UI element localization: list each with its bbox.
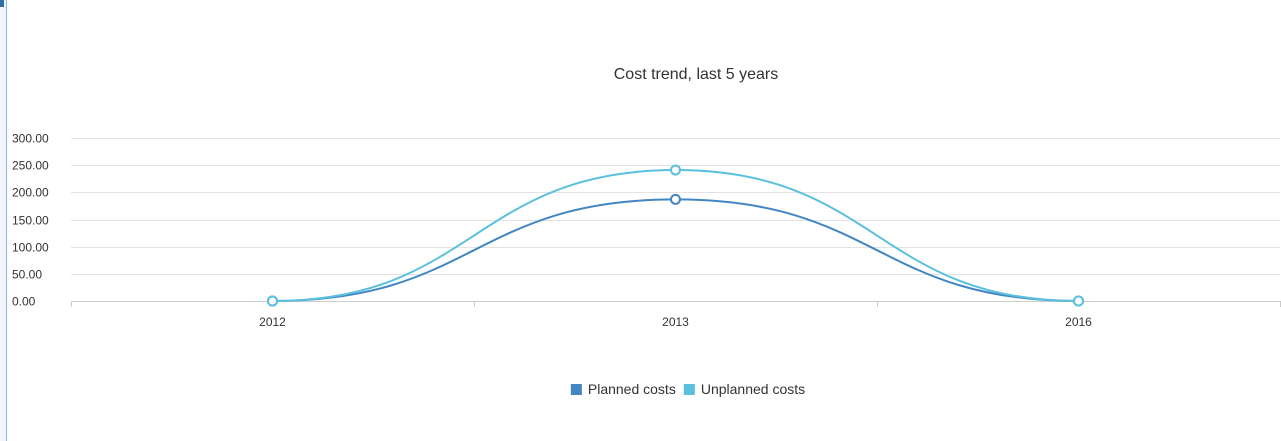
y-tick-label: 150.00 [12, 214, 49, 228]
panel-corner-marker [0, 0, 4, 7]
x-axis: 2012 2013 2016 [71, 301, 1281, 329]
data-point[interactable] [670, 164, 681, 176]
data-points [267, 164, 1084, 307]
legend-item[interactable]: Planned costs [570, 381, 676, 397]
x-tick-label: 2013 [662, 315, 689, 329]
y-tick-label: 250.00 [12, 159, 49, 173]
legend-swatch [570, 384, 582, 395]
y-axis: 0.00 50.00 100.00 150.00 200.00 250.00 300.00 [12, 132, 49, 309]
legend-label: Unplanned costs [701, 381, 805, 397]
data-point[interactable] [267, 295, 278, 307]
panel-left-border [0, 0, 7, 441]
y-tick-label: 100.00 [12, 241, 49, 255]
x-tick-label: 2012 [259, 315, 286, 329]
series-lines [272, 169, 1079, 302]
data-point[interactable] [1073, 295, 1084, 307]
data-point[interactable] [670, 193, 681, 205]
y-tick-label: 50.00 [12, 268, 42, 282]
legend-label: Planned costs [588, 381, 676, 397]
chart-title: Cost trend, last 5 years [614, 66, 779, 83]
y-tick-label: 300.00 [12, 132, 49, 146]
gridlines [71, 138, 1280, 302]
legend: Planned costs Unplanned costs [570, 381, 805, 397]
y-tick-label: 0.00 [12, 295, 36, 309]
series-line [272, 198, 1079, 302]
x-tick-label: 2016 [1065, 315, 1092, 329]
series-line [272, 169, 1079, 302]
legend-item[interactable]: Unplanned costs [683, 381, 805, 397]
legend-swatch [683, 384, 695, 395]
y-tick-label: 200.00 [12, 186, 49, 200]
